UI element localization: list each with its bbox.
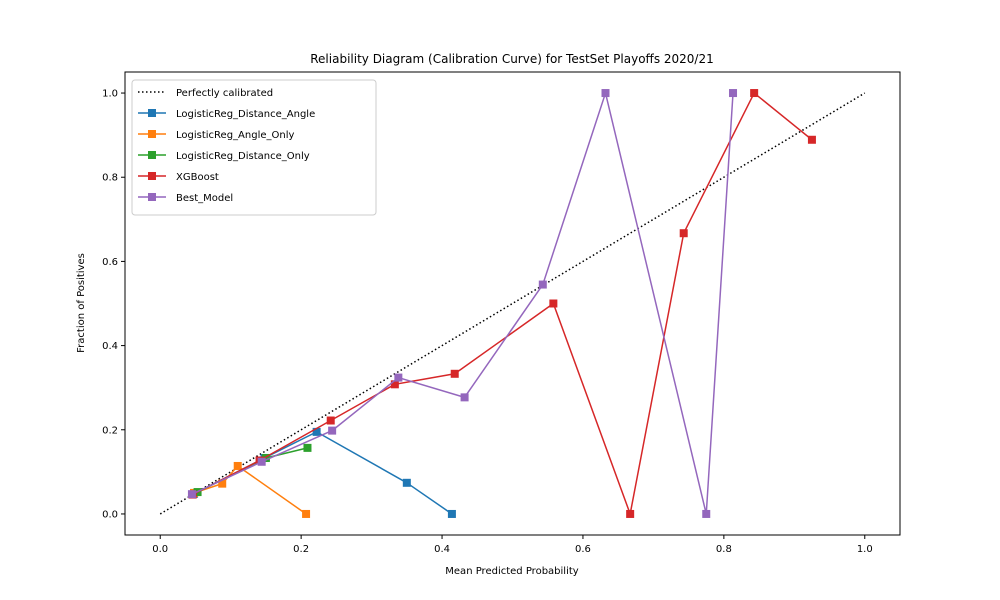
legend-label-logisticreg-distance-only: LogisticReg_Distance_Only [176, 151, 310, 162]
x-tick-label: 0.8 [716, 544, 732, 555]
legend-label-best-model: Best_Model [176, 193, 233, 204]
legend-marker-logisticreg-distance-only [148, 151, 156, 159]
data-point-best-model [460, 393, 469, 402]
legend-label-perfectly-calibrated: Perfectly calibrated [176, 88, 273, 99]
data-point-best-model [538, 280, 547, 289]
data-point-best-model [394, 373, 403, 382]
plot-area: 0.0 0.2 0.4 0.6 0.8 1.0 0.0 0.2 0.4 0.6 0.8 1.0 [102, 71, 901, 555]
legend-marker-logisticreg-angle-only [148, 130, 156, 138]
data-point-xgboost [807, 135, 816, 144]
data-point-logisticreg-angle-only [302, 509, 311, 518]
data-point-xgboost [549, 299, 558, 308]
x-tick-label: 0.6 [575, 544, 591, 555]
data-point-xgboost [390, 380, 399, 389]
data-point-logisticreg-distance-angle [402, 478, 411, 487]
data-point-best-model [187, 490, 196, 499]
data-point-xgboost [626, 509, 635, 518]
x-tick-label: 0.2 [293, 544, 309, 555]
data-point-xgboost [679, 229, 688, 238]
data-point-best-model [257, 457, 266, 466]
y-tick-label: 0.4 [102, 341, 118, 352]
legend: Perfectly calibrated LogisticReg_Distance… [131, 79, 377, 216]
x-tick-label: 1.0 [857, 544, 873, 555]
legend-label-xgboost: XGBoost [176, 172, 219, 183]
data-point-logisticreg-distance-only [261, 453, 270, 462]
y-tick-label: 0.2 [102, 425, 118, 436]
y-tick-label: 0.0 [102, 509, 118, 520]
legend-marker-xgboost [148, 172, 156, 180]
axes-frame [124, 71, 901, 536]
legend-label-logisticreg-distance-angle: LogisticReg_Distance_Angle [176, 109, 315, 120]
y-axis-title: Fraction of Positives [76, 253, 87, 353]
series-line-xgboost [192, 92, 813, 515]
data-point-best-model [601, 89, 610, 98]
y-tick-label: 0.8 [102, 173, 118, 184]
legend-marker-best-model [148, 193, 156, 201]
data-point-logisticreg-distance-only [303, 443, 312, 452]
y-tick-label: 1.0 [102, 89, 118, 100]
data-point-best-model [729, 89, 738, 98]
y-tick-label: 0.6 [102, 257, 118, 268]
data-point-xgboost [326, 416, 335, 425]
chart-title: Reliability Diagram (Calibration Curve) … [310, 52, 713, 66]
legend-marker-logisticreg-distance-angle [148, 109, 156, 117]
perfectly-calibrated-line [159, 92, 866, 515]
legend-label-logisticreg-angle-only: LogisticReg_Angle_Only [176, 130, 294, 141]
data-point-logisticreg-distance-angle [447, 509, 456, 518]
legend-box [131, 79, 377, 216]
data-point-logisticreg-distance-angle [312, 427, 321, 436]
data-point-best-model [702, 509, 711, 518]
data-point-xgboost [450, 369, 459, 378]
data-point-logisticreg-angle-only [218, 479, 227, 488]
data-point-logisticreg-angle-only [233, 461, 242, 470]
data-point-xgboost [750, 89, 759, 98]
data-point-best-model [328, 426, 337, 435]
x-tick-label: 0.4 [434, 544, 450, 555]
x-axis-title: Mean Predicted Probability [445, 566, 578, 577]
x-tick-label: 0.0 [152, 544, 168, 555]
